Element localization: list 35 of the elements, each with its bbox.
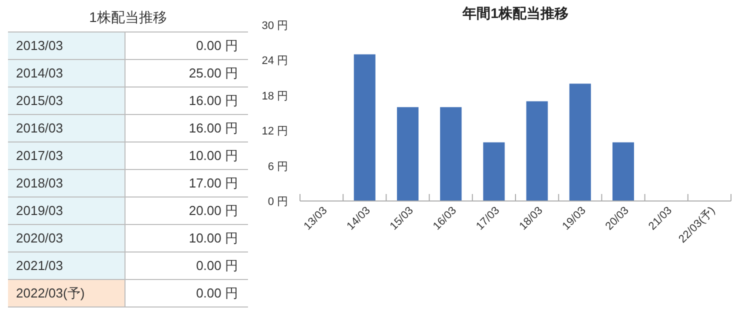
- category-label: 2021/03: [16, 258, 63, 273]
- bar: [483, 142, 505, 201]
- category-label: 2019/03: [16, 203, 63, 218]
- text: 10.00 円: [188, 148, 238, 163]
- category-label: 2017/03: [16, 148, 63, 163]
- y-tick-label: 30 円: [262, 20, 288, 32]
- category-label: 2015/03: [16, 93, 63, 108]
- y-tick-label: 0 円: [268, 196, 288, 208]
- y-tick-label: 18 円: [262, 90, 288, 102]
- y-tick-label: 12 円: [262, 126, 288, 138]
- text: 17.00 円: [188, 176, 238, 190]
- text: 25.00 円: [188, 66, 238, 80]
- y-tick-label: 6 円: [268, 160, 288, 173]
- text: 20.00 円: [188, 203, 238, 218]
- category-label: 2014/03: [16, 66, 63, 80]
- text: 0.00 円: [196, 258, 238, 273]
- text: 10.00 円: [188, 230, 238, 246]
- bar: [396, 107, 419, 201]
- category-label: 2016/03: [16, 120, 63, 136]
- bar: [354, 54, 376, 201]
- category-label: 2013/03: [16, 38, 63, 53]
- category-label: 2018/03: [16, 176, 63, 190]
- text: 0.00 円: [196, 38, 238, 53]
- text: 16.00 円: [188, 93, 238, 108]
- chart-title: 年間1株配当推移: [462, 5, 568, 21]
- bar: [526, 101, 548, 201]
- category-label: 2020/03: [16, 230, 63, 246]
- text: 1株配当推移: [89, 9, 167, 25]
- category-label: 2022/03(予): [16, 286, 85, 300]
- text: 16.00 円: [188, 120, 238, 136]
- bar: [569, 84, 591, 201]
- text: 0.00 円: [196, 286, 238, 300]
- y-tick-label: 24 円: [262, 55, 288, 68]
- bar: [612, 142, 634, 201]
- bar: [440, 107, 462, 201]
